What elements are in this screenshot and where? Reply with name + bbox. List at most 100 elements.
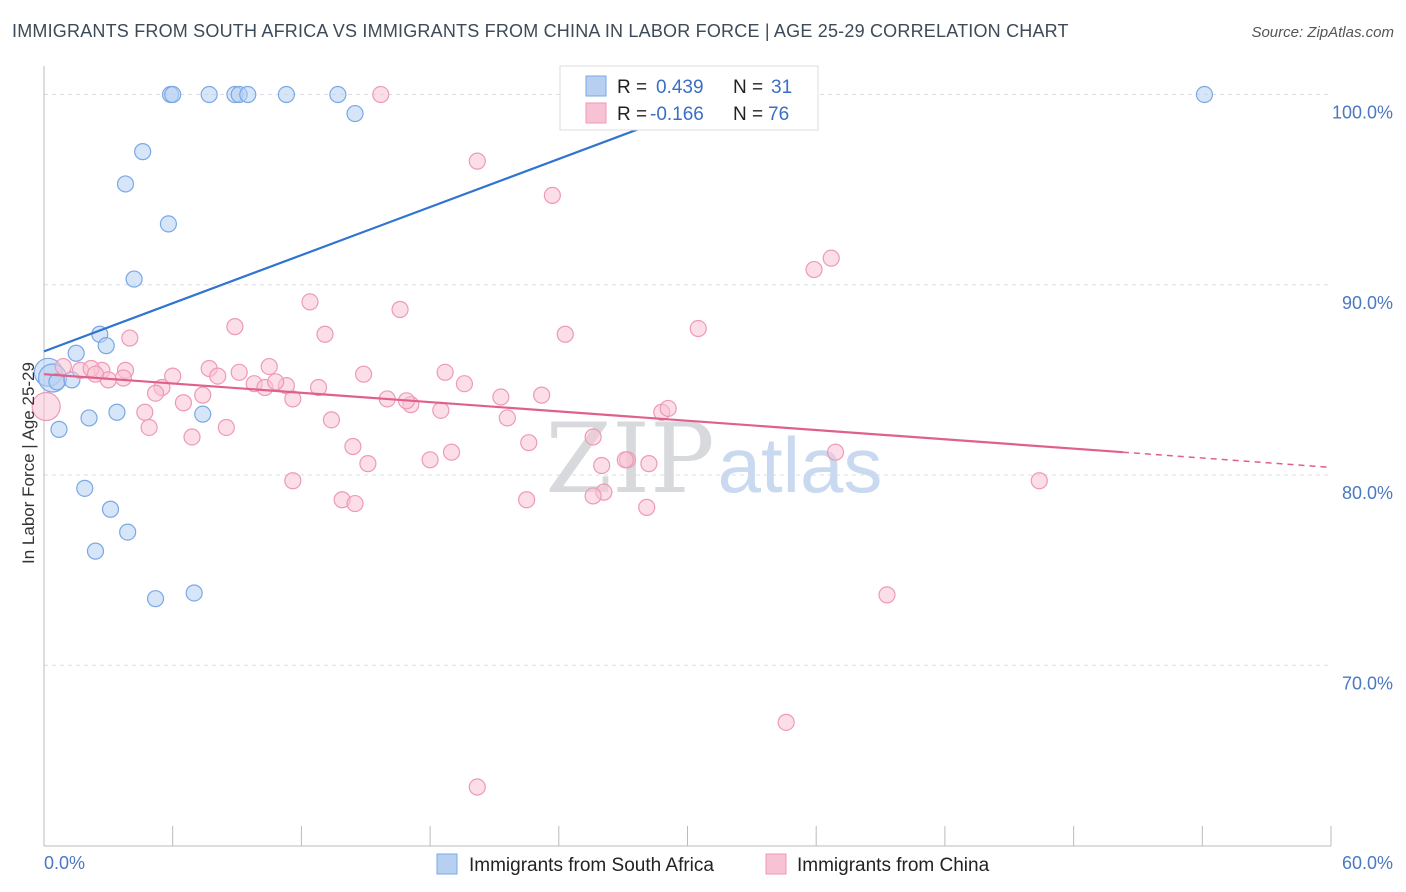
point-south-africa-27 (119, 523, 137, 541)
axes (43, 66, 1332, 847)
series-legend: Immigrants from South Africa Immigrants … (436, 853, 990, 876)
point-china-20 (230, 363, 248, 381)
legend-r-label-2: R = (617, 104, 647, 125)
point-china-60 (284, 472, 302, 490)
x-tick-min: 0.0% (44, 853, 85, 873)
point-south-africa-22 (194, 405, 212, 423)
data-points (31, 85, 1214, 796)
point-south-africa-9 (346, 104, 364, 123)
point-china-46 (498, 409, 516, 427)
legend-swatch-south-africa (585, 75, 607, 97)
point-china-8 (226, 318, 244, 336)
y-tick-label-3: 70.0% (1342, 673, 1393, 693)
point-china-57 (421, 451, 439, 469)
point-south-africa-2 (200, 85, 218, 104)
point-south-africa-29 (185, 584, 203, 602)
point-china-35 (284, 390, 302, 408)
point-south-africa-24 (50, 420, 68, 438)
point-china-51 (344, 437, 362, 456)
point-south-africa-26 (101, 500, 120, 518)
point-south-africa-11 (116, 175, 135, 193)
point-china-12 (121, 329, 139, 347)
point-china-40 (174, 394, 193, 412)
point-south-africa-1 (164, 85, 182, 104)
point-china-49 (183, 428, 201, 446)
point-china-68 (878, 586, 896, 604)
correlation-legend: R = 0.439 N = 31 R = -0.166 N = 76 (559, 65, 819, 131)
point-south-africa-30 (146, 590, 165, 608)
point-china-61 (1030, 472, 1048, 490)
point-china-56 (359, 455, 377, 473)
point-china-38 (492, 388, 510, 406)
bottom-legend-swatch-china (765, 853, 787, 875)
point-china-64 (518, 491, 536, 509)
point-china-22 (436, 363, 454, 381)
x-tick-max: 60.0% (1342, 853, 1393, 873)
y-tick-label-2: 80.0% (1342, 483, 1393, 503)
point-south-africa-25 (76, 479, 94, 497)
point-china-11 (689, 319, 707, 338)
point-south-africa-10 (134, 143, 152, 161)
point-china-75 (86, 365, 105, 383)
y-tick-label-1: 90.0% (1342, 293, 1393, 313)
point-china-13 (54, 357, 72, 376)
point-china-6 (301, 293, 319, 311)
point-south-africa-16 (67, 344, 85, 362)
watermark-atlas: atlas (718, 421, 883, 509)
point-south-africa-23 (80, 409, 98, 427)
point-china-19 (260, 357, 278, 376)
point-china-73 (616, 451, 634, 469)
chart-title: IMMIGRANTS FROM SOUTH AFRICA VS IMMIGRAN… (12, 21, 1069, 41)
point-china-74 (267, 373, 285, 391)
point-china-53 (442, 443, 461, 461)
point-south-africa-8 (1195, 85, 1214, 104)
legend-n-label-2: N = (733, 104, 763, 125)
point-china-70 (468, 778, 486, 796)
point-china-9 (316, 325, 334, 343)
point-china-2 (468, 152, 486, 170)
legend-n-value-2: 76 (768, 104, 789, 125)
point-china-4 (822, 249, 840, 267)
point-china-52 (520, 434, 538, 452)
point-china-31 (455, 375, 474, 393)
legend-r-label-1: R = (617, 77, 647, 98)
chart-source: Source: ZipAtlas.com (1251, 24, 1394, 41)
y-tick-label-0: 100.0% (1332, 103, 1393, 123)
point-china-5 (805, 260, 823, 279)
point-china-3 (543, 186, 561, 204)
legend-n-value-1: 31 (771, 77, 792, 98)
point-south-africa-7 (329, 85, 347, 104)
point-china-43 (659, 399, 677, 418)
point-south-africa-12 (159, 215, 178, 233)
point-south-africa-5 (239, 85, 257, 104)
point-china-10 (556, 325, 574, 343)
point-china-71 (31, 391, 61, 422)
point-china-45 (322, 411, 341, 429)
y-axis-label: In Labor Force | Age 25-29 (19, 362, 38, 564)
legend-n-label-1: N = (733, 77, 763, 98)
bottom-legend-label-china: Immigrants from China (797, 855, 990, 876)
trend-line-south-africa (43, 89, 742, 353)
point-china-26 (209, 367, 227, 385)
point-china-66 (346, 494, 364, 513)
point-china-25 (114, 369, 132, 387)
point-china-59 (640, 455, 658, 473)
point-china-48 (217, 418, 235, 437)
point-south-africa-28 (86, 542, 105, 560)
bottom-legend-label-south-africa: Immigrants from South Africa (469, 855, 714, 876)
point-china-0 (372, 85, 390, 104)
point-china-58 (593, 456, 611, 475)
point-china-47 (140, 418, 158, 437)
legend-r-value-1: 0.439 (656, 77, 704, 98)
trend-line-extension-china (1122, 451, 1332, 469)
point-china-67 (638, 498, 656, 516)
point-south-africa-21 (108, 403, 126, 421)
point-south-africa-13 (125, 270, 143, 288)
point-china-63 (584, 487, 602, 505)
point-china-44 (136, 403, 154, 421)
point-china-39 (533, 386, 551, 404)
legend-swatch-china (585, 102, 607, 124)
point-china-50 (584, 428, 602, 446)
point-china-34 (194, 386, 212, 404)
